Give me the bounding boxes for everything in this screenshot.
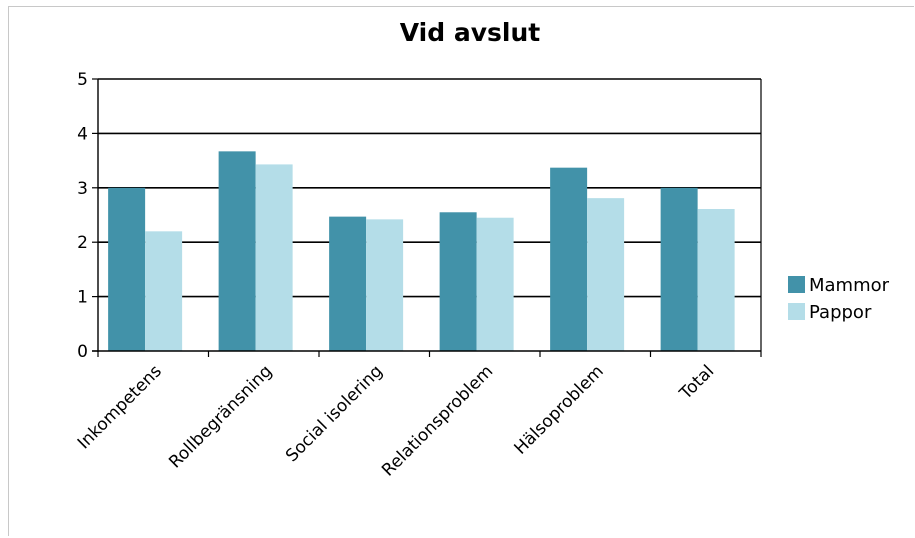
bar-mammor-5 [660, 187, 698, 351]
bar-pappor-3 [476, 217, 514, 351]
y-tick-label: 0 [77, 342, 88, 362]
gridlines [98, 78, 761, 298]
legend-swatch-pappor [788, 303, 805, 320]
y-tick-label: 4 [77, 124, 88, 144]
bar-pappor-1 [255, 164, 293, 351]
legend-label-mammor: Mammor [809, 275, 890, 296]
y-tick-label: 2 [77, 233, 88, 253]
y-tick-label: 5 [77, 70, 88, 90]
chart-title: Vid avslut [400, 18, 540, 47]
x-category-label: Relationsproblem [378, 361, 497, 480]
y-tick-label: 1 [77, 288, 88, 308]
legend: Mammor Pappor [788, 275, 890, 323]
bar-pappor-4 [587, 198, 625, 351]
x-category-label: Total [675, 361, 718, 404]
y-tick-label: 3 [77, 179, 88, 199]
bar-mammor-3 [439, 212, 477, 351]
x-category-label: Rollbegränsning [165, 361, 276, 472]
legend-label-pappor: Pappor [809, 302, 872, 323]
bars [108, 151, 735, 351]
x-category-label: Inkompetens [74, 361, 166, 453]
chart-frame [8, 6, 914, 536]
legend-swatch-mammor [788, 276, 805, 293]
bar-pappor-2 [366, 219, 404, 351]
bar-pappor-0 [145, 231, 183, 351]
x-category-label: Hälsoproblem [511, 361, 608, 458]
bar-mammor-4 [550, 167, 588, 351]
bar-mammor-0 [108, 187, 146, 351]
x-category-label: Social isolering [282, 361, 387, 466]
bar-mammor-1 [218, 151, 256, 351]
bar-mammor-2 [329, 216, 367, 351]
bar-pappor-5 [697, 209, 735, 351]
